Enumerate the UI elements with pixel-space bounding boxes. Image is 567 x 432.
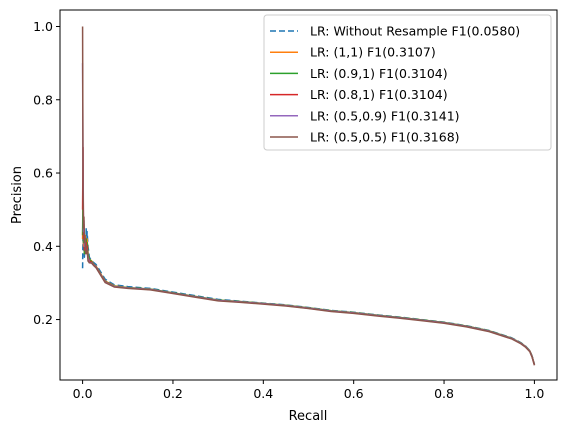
y-axis: 0.2 0.4 0.6 0.8 1.0 [33,19,60,327]
y-tick-label: 0.2 [33,312,53,327]
legend-label-1: LR: (1,1) F1(0.3107) [310,45,436,60]
y-axis-label: Precision [10,166,25,224]
y-tick-label: 0.4 [33,239,53,254]
y-tick-label: 0.6 [33,166,53,181]
series-line-3 [81,146,536,366]
series-line-5 [81,26,536,366]
series-line-2 [81,190,536,365]
x-tick-label: 0.4 [253,386,273,401]
legend-label-2: LR: (0.9,1) F1(0.3104) [310,66,448,81]
legend: LR: Without Resample F1(0.0580) LR: (1,1)… [263,14,552,151]
series-line-0 [81,227,536,365]
x-tick-label: 0.8 [434,386,454,401]
legend-label-0: LR: Without Resample F1(0.0580) [310,24,520,39]
x-axis-label: Recall [289,409,328,424]
legend-label-3: LR: (0.8,1) F1(0.3104) [310,87,448,102]
series-layer [81,26,536,366]
legend-entries: LR: Without Resample F1(0.0580) LR: (1,1)… [270,24,520,145]
x-tick-label: 0.6 [344,386,364,401]
x-axis: 0.0 0.2 0.4 0.6 0.8 1.0 [73,380,544,401]
legend-box [263,14,552,151]
x-tick-label: 1.0 [524,386,544,401]
legend-label-5: LR: (0.5,0.5) F1(0.3168) [310,130,460,145]
plot-area-frame [59,9,558,381]
series-line-1 [81,201,536,365]
x-tick-label: 0.2 [163,386,183,401]
y-tick-label: 0.8 [33,92,53,107]
y-tick-label: 1.0 [33,19,53,34]
x-tick-label: 0.0 [73,386,93,401]
legend-label-4: LR: (0.5,0.9) F1(0.3141) [310,108,460,123]
